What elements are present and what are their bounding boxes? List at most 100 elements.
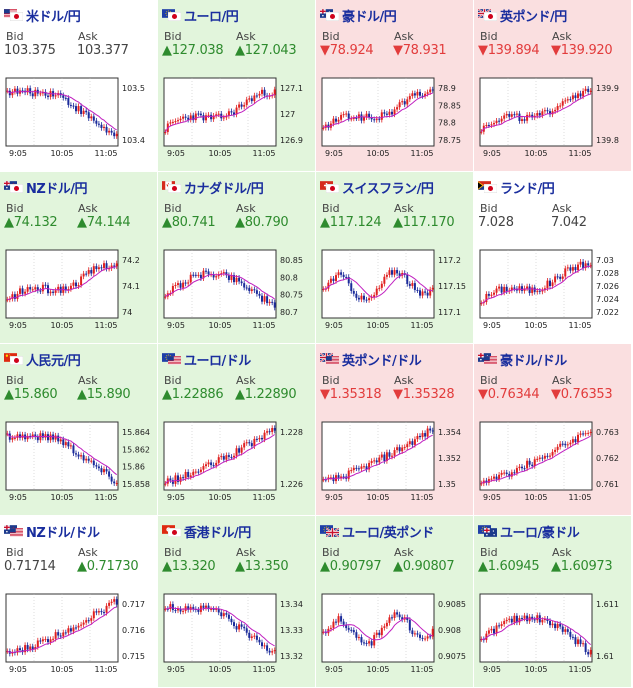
chart-container[interactable]: 1.611 1.61 9:05 10:05 11:05	[478, 592, 630, 674]
currency-pair-name[interactable]: 豪ドル/円	[342, 9, 397, 25]
tile-title[interactable]: NZドル/ドル	[4, 522, 100, 541]
candle-body	[408, 283, 411, 286]
currency-pair-name[interactable]: 英ポンド/ドル	[342, 353, 422, 369]
chart-container[interactable]: 13.34 13.33 13.32 9:05 10:05 11:05	[162, 592, 314, 674]
moving-average-line	[481, 265, 591, 304]
candle-body	[164, 132, 167, 134]
currency-tile[interactable]: スイスフラン/円 Bid Ask ▲117.124 ▲117.170 117.2 117.1…	[316, 172, 474, 344]
currency-tile[interactable]: ユーロ/豪ドル Bid Ask ▲1.60945 ▲1.60973 1.611 1.61 9:…	[474, 516, 632, 688]
currency-tile[interactable]: ランド/円 Bid Ask 7.028 7.042 7.03 7.028 7.026 7.024…	[474, 172, 632, 344]
currency-tile[interactable]: 豪ドル/円 Bid Ask ▼78.924 ▼78.931 78.9 78.85 78.8 78…	[316, 0, 474, 172]
tile-title[interactable]: 米ドル/円	[4, 6, 81, 25]
currency-pair-name[interactable]: ユーロ/英ポンド	[342, 525, 434, 541]
candle-body	[16, 88, 19, 94]
currency-pair-name[interactable]: 豪ドル/ドル	[500, 353, 567, 369]
currency-tile[interactable]: カナダドル/円 Bid Ask ▲80.741 ▲80.790 80.85 80.8 80.7…	[158, 172, 316, 344]
currency-tile[interactable]: 香港ドル/円 Bid Ask ▲13.320 ▲13.350 13.34 13.33 13.3…	[158, 516, 316, 688]
candle-body	[41, 639, 44, 642]
currency-pair-name[interactable]: NZドル/ドル	[26, 525, 100, 541]
candle-body	[115, 599, 118, 605]
currency-tile[interactable]: NZドル/円 Bid Ask ▲74.132 ▲74.144 74.2 74.1 74 9:05…	[0, 172, 158, 344]
chart-container[interactable]: 117.2 117.15 117.1 9:05 10:05 11:05	[320, 248, 472, 330]
tile-title[interactable]: スイスフラン/円	[320, 178, 434, 197]
currency-pair-name[interactable]: ユーロ/円	[184, 9, 239, 25]
chart-container[interactable]: 139.9 139.8 9:05 10:05 11:05	[478, 76, 630, 158]
candle-body	[235, 277, 238, 283]
tile-title[interactable]: 豪ドル/ドル	[478, 350, 567, 369]
ask-label: Ask	[552, 202, 572, 215]
currency-pair-name[interactable]: ランド/円	[500, 181, 555, 197]
currency-tile[interactable]: ユーロ/ドル Bid Ask ▲1.22886 ▲1.22890 1.228 1.226 9:…	[158, 344, 316, 516]
currency-pair-name[interactable]: ユーロ/ドル	[184, 353, 251, 369]
currency-pair-name[interactable]: 米ドル/円	[26, 9, 81, 25]
flag-pair-icon	[4, 353, 24, 365]
tile-title[interactable]: 香港ドル/円	[162, 522, 251, 541]
candle-body	[347, 113, 350, 119]
tile-title[interactable]: 豪ドル/円	[320, 6, 397, 25]
candle-body	[523, 468, 526, 470]
y-tick-label: 1.352	[438, 454, 461, 463]
chart-container[interactable]: 103.5 103.4 9:05 10:05 11:05	[4, 76, 156, 158]
tile-title[interactable]: ユーロ/英ポンド	[320, 522, 434, 541]
chart-container[interactable]: 1.354 1.352 1.35 9:05 10:05 11:05	[320, 420, 472, 502]
tile-title[interactable]: カナダドル/円	[162, 178, 264, 197]
currency-pair-name[interactable]: 英ポンド/円	[500, 9, 567, 25]
currency-tile[interactable]: 英ポンド/円 Bid Ask ▼139.894 ▼139.920 139.9 139.8 9:…	[474, 0, 632, 172]
candle-body	[393, 270, 396, 275]
currency-tile[interactable]: 英ポンド/ドル Bid Ask ▼1.35318 ▼1.35328 1.354 1.352 1…	[316, 344, 474, 516]
chart-container[interactable]: 78.9 78.85 78.8 78.75 9:05 10:05 11:05	[320, 76, 472, 158]
currency-pair-name[interactable]: ユーロ/豪ドル	[500, 525, 580, 541]
candle-body	[521, 119, 523, 122]
candle-body	[587, 263, 590, 266]
currency-pair-name[interactable]: カナダドル/円	[184, 181, 264, 197]
currency-pair-name[interactable]: 香港ドル/円	[184, 525, 251, 541]
x-tick-label: 10:05	[366, 665, 389, 674]
candle-body	[108, 602, 111, 606]
currency-pair-name[interactable]: スイスフラン/円	[342, 181, 434, 197]
candle-body	[212, 608, 215, 610]
tile-title[interactable]: ユーロ/ドル	[162, 350, 251, 369]
candle-body	[579, 261, 582, 265]
candle-body	[510, 472, 513, 477]
currency-tile[interactable]: ユーロ/英ポンド Bid Ask ▲0.90797 ▲0.90807 0.9085 0.90…	[316, 516, 474, 688]
candle-body	[215, 276, 218, 278]
currency-pair-name[interactable]: 人民元/円	[26, 353, 81, 369]
tile-title[interactable]: 英ポンド/ドル	[320, 350, 422, 369]
candle-body	[90, 460, 93, 462]
candle-body	[34, 89, 37, 97]
chart-container[interactable]: 74.2 74.1 74 9:05 10:05 11:05	[4, 248, 156, 330]
chart-container[interactable]: 0.9085 0.908 0.9075 9:05 10:05 11:05	[320, 592, 472, 674]
currency-tile[interactable]: 人民元/円 Bid Ask ▲15.860 ▲15.890 15.864 15.862 15.…	[0, 344, 158, 516]
chart-container[interactable]: 0.763 0.762 0.761 9:05 10:05 11:05	[478, 420, 630, 502]
chart-container[interactable]: 80.85 80.8 80.75 80.7 9:05 10:05 11:05	[162, 248, 314, 330]
tile-title[interactable]: ランド/円	[478, 178, 555, 197]
candle-body	[235, 626, 238, 630]
candle-body	[243, 104, 246, 107]
tile-title[interactable]: 英ポンド/円	[478, 6, 567, 25]
tile-title[interactable]: ユーロ/円	[162, 6, 239, 25]
currency-tile[interactable]: 米ドル/円 Bid Ask 103.375 103.377 103.5 103.4 9:05 1…	[0, 0, 158, 172]
candle-body	[513, 472, 516, 474]
currency-tile[interactable]: NZドル/ドル Bid Ask 0.71714 ▲0.71730 0.717 0.716 0.…	[0, 516, 158, 688]
tile-title[interactable]: 人民元/円	[4, 350, 81, 369]
candle-body	[360, 466, 363, 469]
tile-title[interactable]: NZドル/円	[4, 178, 88, 197]
candle-body	[261, 437, 263, 440]
currency-tile[interactable]: 豪ドル/ドル Bid Ask ▼0.76344 ▼0.76353 0.763 0.762 0.…	[474, 344, 632, 516]
tile-title[interactable]: ユーロ/豪ドル	[478, 522, 580, 541]
chart-container[interactable]: 15.864 15.862 15.86 15.858 9:05 10:05 11:05	[4, 420, 156, 502]
candle-body	[174, 121, 177, 123]
chart-container[interactable]: 1.228 1.226 9:05 10:05 11:05	[162, 420, 314, 502]
candle-body	[177, 608, 179, 611]
x-tick-label: 10:05	[524, 321, 547, 330]
candle-body	[95, 266, 98, 270]
candle-body	[31, 434, 34, 437]
candle-body	[574, 95, 577, 99]
currency-tile[interactable]: ユーロ/円 Bid Ask ▲127.038 ▲127.043 127.1 127 126.9…	[158, 0, 316, 172]
chart-container[interactable]: 7.03 7.028 7.026 7.024 7.022 9:05 10:05 11:05	[478, 248, 630, 330]
currency-pair-name[interactable]: NZドル/円	[26, 181, 88, 197]
candle-body	[391, 270, 393, 275]
chart-container[interactable]: 127.1 127 126.9 9:05 10:05 11:05	[162, 76, 314, 158]
candle-body	[217, 608, 220, 613]
chart-container[interactable]: 0.717 0.716 0.715 9:05 10:05 11:05	[4, 592, 156, 674]
